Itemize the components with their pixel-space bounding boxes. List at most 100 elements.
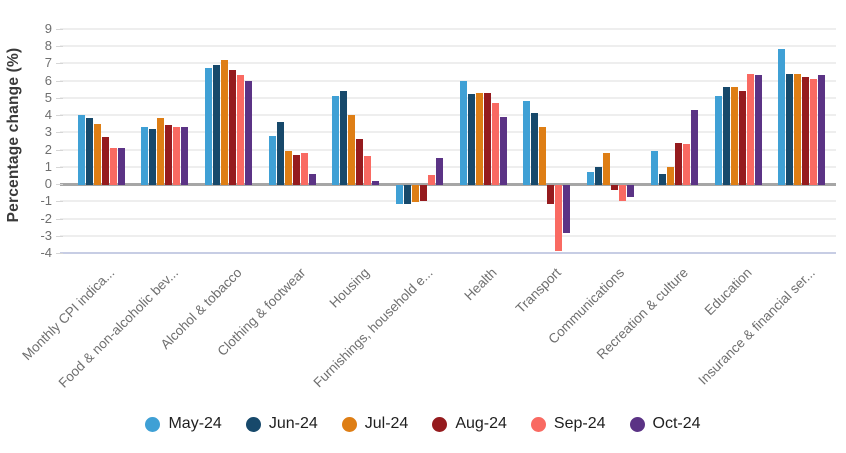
legend-item-jul-24[interactable]: Jul-24 bbox=[341, 415, 408, 433]
bar-oct-24[interactable] bbox=[372, 180, 380, 185]
bar-jul-24[interactable] bbox=[220, 59, 228, 185]
gridline bbox=[60, 27, 836, 30]
bar-sep-24[interactable] bbox=[364, 156, 372, 185]
legend-marker-circle bbox=[341, 416, 357, 432]
bar-oct-24[interactable] bbox=[308, 173, 316, 185]
bar-may-24[interactable] bbox=[778, 49, 786, 185]
bar-sep-24[interactable] bbox=[109, 147, 117, 185]
y-tick-mark bbox=[56, 28, 63, 30]
bar-sep-24[interactable] bbox=[555, 185, 563, 251]
bar-sep-24[interactable] bbox=[682, 144, 690, 185]
bar-may-24[interactable] bbox=[523, 101, 531, 185]
bar-jun-24[interactable] bbox=[722, 87, 730, 185]
bar-jul-24[interactable] bbox=[412, 185, 419, 203]
legend-item-jun-24[interactable]: Jun-24 bbox=[245, 415, 318, 433]
bar-may-24[interactable] bbox=[459, 80, 467, 185]
y-tick-mark bbox=[56, 115, 63, 116]
bar-sep-24[interactable] bbox=[236, 75, 244, 185]
bar-sep-24[interactable] bbox=[746, 73, 754, 185]
bar-sep-24[interactable] bbox=[619, 185, 627, 201]
gridline bbox=[60, 45, 836, 47]
bar-aug-24[interactable] bbox=[802, 77, 810, 185]
bar-oct-24[interactable] bbox=[627, 185, 635, 198]
legend-label: May-24 bbox=[168, 415, 222, 432]
y-tick-label: 2 bbox=[44, 141, 52, 157]
legend-label: Jun-24 bbox=[268, 415, 318, 432]
bar-jun-24[interactable] bbox=[467, 94, 475, 185]
legend-item-aug-24[interactable]: Aug-24 bbox=[432, 415, 507, 433]
gridline bbox=[60, 131, 836, 134]
bar-jul-24[interactable] bbox=[157, 118, 165, 185]
bar-jun-24[interactable] bbox=[212, 64, 220, 185]
y-tick-mark bbox=[56, 132, 63, 134]
bar-aug-24[interactable] bbox=[165, 125, 173, 185]
bar-may-24[interactable] bbox=[332, 96, 340, 185]
bar-jul-24[interactable] bbox=[603, 152, 611, 185]
bar-jun-24[interactable] bbox=[595, 166, 603, 185]
bar-jun-24[interactable] bbox=[149, 128, 157, 185]
y-tick-mark bbox=[56, 201, 63, 203]
x-category-label: Insurance & financial ser... bbox=[695, 265, 819, 388]
bar-oct-24[interactable] bbox=[181, 127, 189, 185]
bar-oct-24[interactable] bbox=[244, 80, 252, 185]
bar-may-24[interactable] bbox=[204, 68, 212, 185]
bar-jun-24[interactable] bbox=[658, 173, 666, 185]
bar-aug-24[interactable] bbox=[228, 70, 236, 185]
bar-jun-24[interactable] bbox=[340, 90, 348, 185]
bar-jun-24[interactable] bbox=[276, 121, 284, 185]
bar-sep-24[interactable] bbox=[300, 152, 308, 185]
y-tick-label: 5 bbox=[44, 89, 52, 105]
legend-label: Sep-24 bbox=[553, 415, 606, 432]
bar-jul-24[interactable] bbox=[93, 123, 101, 185]
bar-jul-24[interactable] bbox=[730, 87, 738, 185]
bar-oct-24[interactable] bbox=[499, 116, 507, 185]
bar-jun-24[interactable] bbox=[404, 185, 411, 204]
bar-jul-24[interactable] bbox=[475, 92, 483, 185]
bar-may-24[interactable] bbox=[77, 115, 85, 185]
gridline bbox=[60, 234, 836, 237]
bar-jun-24[interactable] bbox=[531, 113, 539, 185]
bar-aug-24[interactable] bbox=[674, 142, 682, 185]
bar-aug-24[interactable] bbox=[611, 185, 619, 191]
bar-oct-24[interactable] bbox=[117, 147, 125, 185]
bar-may-24[interactable] bbox=[714, 96, 722, 185]
y-tick-mark bbox=[56, 46, 63, 47]
gridline bbox=[60, 114, 836, 116]
bar-aug-24[interactable] bbox=[547, 185, 555, 204]
bar-aug-24[interactable] bbox=[292, 154, 300, 185]
bar-aug-24[interactable] bbox=[483, 92, 491, 185]
bar-aug-24[interactable] bbox=[101, 137, 109, 185]
bar-may-24[interactable] bbox=[268, 135, 276, 185]
bar-jul-24[interactable] bbox=[539, 127, 547, 185]
bar-sep-24[interactable] bbox=[810, 78, 818, 185]
bar-sep-24[interactable] bbox=[428, 175, 435, 185]
bar-jun-24[interactable] bbox=[85, 118, 93, 185]
bar-aug-24[interactable] bbox=[356, 139, 364, 185]
bar-may-24[interactable] bbox=[587, 171, 595, 185]
bar-oct-24[interactable] bbox=[436, 158, 443, 185]
bar-oct-24[interactable] bbox=[818, 75, 826, 185]
bar-aug-24[interactable] bbox=[420, 185, 427, 201]
bar-sep-24[interactable] bbox=[173, 127, 181, 185]
bar-oct-24[interactable] bbox=[690, 109, 698, 185]
bar-may-24[interactable] bbox=[141, 127, 149, 185]
y-tick-mark bbox=[56, 218, 63, 220]
bar-may-24[interactable] bbox=[396, 185, 403, 204]
bar-aug-24[interactable] bbox=[738, 90, 746, 185]
bar-jul-24[interactable] bbox=[284, 151, 292, 185]
legend-item-sep-24[interactable]: Sep-24 bbox=[530, 415, 606, 433]
bar-oct-24[interactable] bbox=[563, 185, 571, 234]
bar-jul-24[interactable] bbox=[348, 115, 356, 185]
bar-sep-24[interactable] bbox=[491, 102, 499, 185]
legend-marker-circle bbox=[145, 416, 161, 432]
bar-jun-24[interactable] bbox=[786, 73, 794, 185]
legend-item-oct-24[interactable]: Oct-24 bbox=[629, 415, 701, 433]
bar-jul-24[interactable] bbox=[666, 166, 674, 185]
bar-jul-24[interactable] bbox=[794, 73, 802, 185]
legend-item-may-24[interactable]: May-24 bbox=[145, 415, 222, 433]
bar-may-24[interactable] bbox=[650, 151, 658, 185]
y-tick-label: 1 bbox=[44, 158, 52, 174]
x-category-label: Education bbox=[701, 265, 755, 319]
zero-baseline bbox=[60, 183, 836, 186]
bar-oct-24[interactable] bbox=[754, 75, 762, 185]
